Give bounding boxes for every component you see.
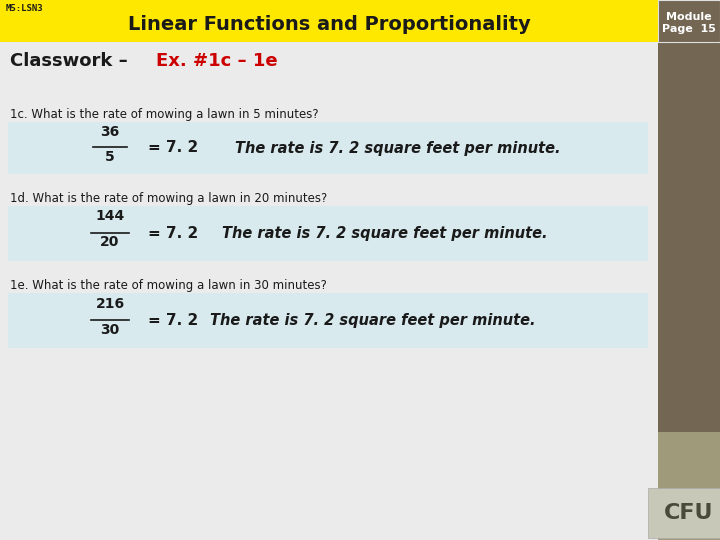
Text: 1c. What is the rate of mowing a lawn in 5 minutes?: 1c. What is the rate of mowing a lawn in… [10, 108, 319, 121]
Text: 144: 144 [95, 210, 125, 224]
FancyBboxPatch shape [8, 206, 648, 261]
Text: 1d. What is the rate of mowing a lawn in 20 minutes?: 1d. What is the rate of mowing a lawn in… [10, 192, 328, 205]
FancyBboxPatch shape [0, 0, 658, 42]
FancyBboxPatch shape [658, 42, 720, 432]
Text: The rate is 7. 2 square feet per minute.: The rate is 7. 2 square feet per minute. [210, 313, 536, 328]
Text: 216: 216 [96, 296, 125, 310]
FancyBboxPatch shape [8, 293, 648, 348]
FancyBboxPatch shape [658, 0, 720, 42]
Text: The rate is 7. 2 square feet per minute.: The rate is 7. 2 square feet per minute. [222, 226, 547, 241]
Text: 5: 5 [105, 150, 115, 164]
Text: Ex. #1c – 1e: Ex. #1c – 1e [156, 52, 278, 70]
Text: = 7. 2: = 7. 2 [148, 226, 198, 241]
Text: The rate is 7. 2 square feet per minute.: The rate is 7. 2 square feet per minute. [235, 140, 560, 156]
Text: CFU: CFU [665, 503, 714, 523]
Text: 36: 36 [100, 125, 120, 139]
FancyBboxPatch shape [648, 488, 720, 538]
Text: Classwork –: Classwork – [10, 52, 134, 70]
Text: = 7. 2: = 7. 2 [148, 313, 198, 328]
Text: 1e. What is the rate of mowing a lawn in 30 minutes?: 1e. What is the rate of mowing a lawn in… [10, 279, 327, 292]
Text: = 7. 2: = 7. 2 [148, 140, 198, 156]
Text: Module: Module [666, 12, 712, 22]
Text: 30: 30 [100, 322, 120, 336]
Text: Linear Functions and Proportionality: Linear Functions and Proportionality [127, 15, 531, 33]
FancyBboxPatch shape [8, 122, 648, 174]
Text: 20: 20 [100, 235, 120, 249]
Text: Page  15: Page 15 [662, 24, 716, 34]
Text: M5:LSN3: M5:LSN3 [6, 4, 44, 13]
FancyBboxPatch shape [658, 432, 720, 540]
